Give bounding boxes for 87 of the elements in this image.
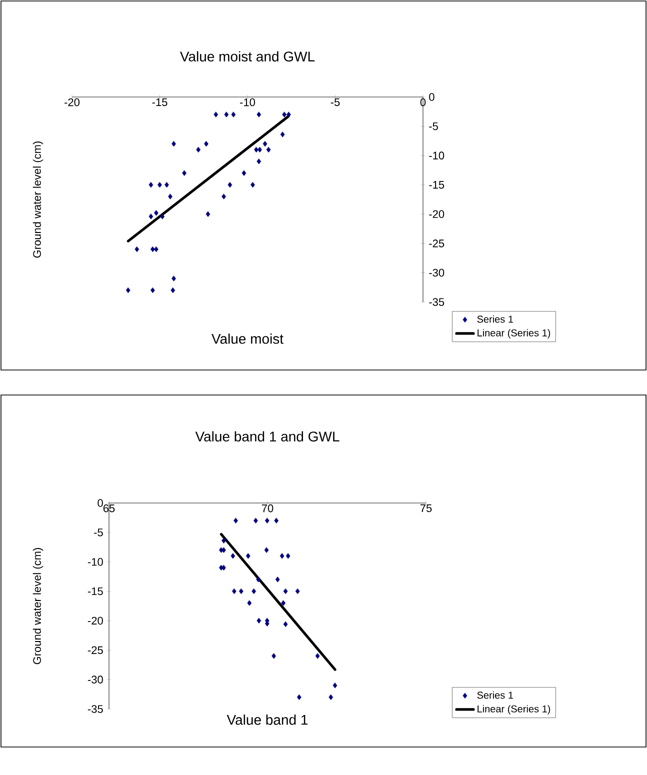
point — [280, 553, 284, 559]
y-tick-label: 0 — [429, 93, 434, 101]
legend-label: Linear (Series 1) — [478, 705, 550, 714]
chart-title: Value band 1 and GWL — [195, 431, 340, 442]
point — [204, 141, 208, 147]
y-tick-label: -30 — [88, 676, 103, 684]
y-tick-label: -10 — [88, 558, 103, 566]
x-tick-label: -15 — [152, 98, 168, 106]
point — [328, 694, 334, 700]
point — [283, 621, 288, 628]
x-tick-label: 65 — [103, 504, 115, 512]
point — [230, 553, 236, 559]
point — [222, 194, 226, 200]
legend-label: Series 1 — [477, 315, 513, 323]
point — [246, 553, 250, 559]
point — [206, 211, 210, 217]
y-tick-label: 0 — [98, 499, 103, 507]
y-axis-title: Ground water level (cm) — [32, 142, 44, 258]
point — [154, 210, 158, 216]
x-axis-title: Value moist — [212, 334, 284, 344]
point — [250, 182, 255, 188]
point — [224, 112, 229, 118]
x-tick-label: -20 — [64, 98, 80, 106]
point — [286, 553, 290, 559]
point — [295, 588, 300, 594]
y-tick-label: -35 — [429, 298, 444, 306]
y-tick-label: -15 — [429, 181, 444, 189]
point — [274, 518, 279, 524]
chart-title: Value moist and GWL — [180, 51, 315, 62]
point — [256, 618, 262, 624]
point — [254, 518, 258, 524]
point — [196, 146, 201, 153]
point — [214, 112, 218, 118]
point — [315, 653, 320, 659]
x-tick-label: -10 — [240, 98, 256, 106]
point — [228, 182, 232, 188]
point — [160, 214, 165, 220]
y-tick-label: -10 — [429, 152, 444, 160]
legend-label: Series 1 — [477, 691, 513, 699]
point — [148, 182, 154, 188]
x-tick-label: 75 — [420, 504, 432, 512]
y-tick-label: -5 — [429, 122, 438, 130]
y-tick-label: -15 — [88, 587, 103, 596]
point — [172, 141, 176, 147]
point — [281, 600, 286, 606]
point — [283, 588, 288, 594]
point — [262, 141, 268, 147]
point — [280, 132, 285, 138]
point — [252, 588, 256, 594]
point — [256, 112, 262, 118]
legend-label: Linear (Series 1) — [478, 329, 550, 338]
point — [168, 194, 172, 200]
point — [148, 214, 154, 220]
point — [231, 112, 236, 118]
x-tick-label: -5 — [330, 98, 340, 106]
x-tick-label: 0 — [420, 98, 426, 106]
point — [170, 287, 176, 294]
point — [247, 600, 252, 606]
y-tick-label: -5 — [94, 528, 103, 536]
point — [222, 547, 226, 553]
x-axis-title: Value band 1 — [226, 714, 308, 725]
point — [282, 112, 287, 118]
point — [172, 276, 176, 282]
point — [286, 112, 291, 118]
y-tick-label: -35 — [88, 705, 103, 713]
y-tick-label: -20 — [429, 210, 444, 218]
point — [256, 576, 260, 582]
point — [256, 158, 262, 164]
y-tick-label: -20 — [88, 616, 103, 625]
point — [164, 182, 169, 188]
point — [272, 653, 276, 659]
point — [182, 170, 186, 176]
point — [234, 518, 238, 524]
y-tick-label: -30 — [429, 268, 444, 277]
x-tick-label: 70 — [262, 504, 274, 512]
point — [158, 182, 162, 188]
y-tick-label: -25 — [429, 240, 444, 248]
point — [332, 682, 338, 688]
point — [275, 576, 280, 582]
y-axis-title: Ground water level (cm) — [32, 548, 44, 664]
point — [134, 246, 140, 252]
point — [264, 547, 269, 553]
point — [222, 538, 226, 544]
y-tick-label: -25 — [88, 646, 103, 654]
point — [265, 518, 270, 524]
point — [242, 170, 246, 176]
point — [266, 146, 271, 153]
